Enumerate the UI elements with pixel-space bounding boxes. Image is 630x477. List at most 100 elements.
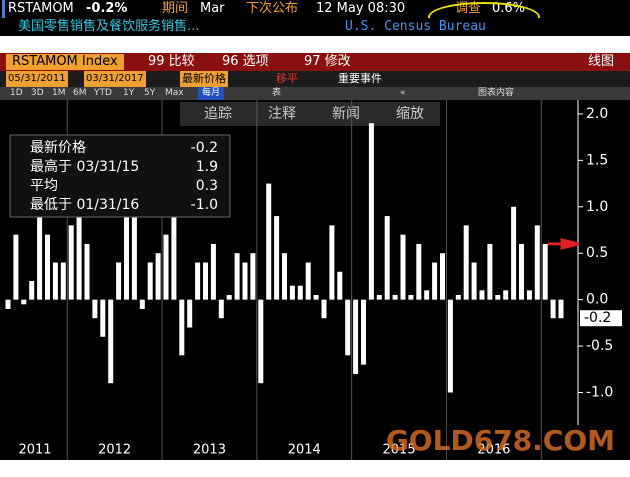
bar bbox=[218, 299, 224, 319]
price-field[interactable]: 最新价格 bbox=[180, 71, 228, 87]
menu-compare[interactable]: 99 比较 bbox=[148, 54, 195, 69]
tool-button[interactable]: 新闻 bbox=[332, 106, 360, 122]
bar bbox=[100, 299, 106, 337]
bar bbox=[495, 295, 501, 300]
bar bbox=[345, 299, 351, 356]
bar bbox=[455, 295, 461, 300]
bar bbox=[5, 299, 11, 309]
next-label: 下次公布 bbox=[246, 1, 299, 16]
period-button[interactable]: 1D bbox=[10, 88, 23, 98]
bar bbox=[416, 243, 422, 300]
bar bbox=[84, 243, 90, 300]
period: Mar bbox=[200, 1, 225, 16]
bar bbox=[210, 243, 216, 300]
bar bbox=[266, 183, 272, 300]
bar bbox=[203, 262, 208, 300]
bar bbox=[353, 299, 359, 374]
bar bbox=[550, 299, 556, 319]
period-button[interactable]: 3D bbox=[31, 88, 44, 98]
bar bbox=[179, 299, 185, 356]
bar bbox=[147, 262, 153, 300]
bar bbox=[368, 123, 374, 300]
period-button[interactable]: 1M bbox=[52, 88, 66, 98]
ticker: RSTAMOM bbox=[8, 1, 74, 16]
bar bbox=[226, 295, 232, 300]
bar bbox=[282, 253, 287, 300]
end-date[interactable]: 03/31/2017 bbox=[84, 71, 146, 87]
bar bbox=[534, 225, 540, 300]
legend-label: 最低于 01/31/16 bbox=[30, 197, 139, 213]
bar bbox=[337, 271, 343, 300]
bar bbox=[384, 216, 390, 300]
table[interactable]: 表 bbox=[272, 88, 282, 98]
x-tick-label: 2016 bbox=[477, 443, 510, 458]
header-row: RSTAMOM -0.2% 期间 Mar 下次公布 12 May 08:30 调… bbox=[0, 0, 630, 32]
next-date: 12 May 08:30 bbox=[316, 1, 406, 16]
bar bbox=[447, 299, 453, 393]
bar bbox=[234, 253, 240, 300]
x-tick-label: 2012 bbox=[98, 443, 131, 458]
security[interactable]: RSTAMOM Index bbox=[6, 54, 124, 70]
tool-button[interactable]: 追踪 bbox=[204, 106, 232, 122]
bar bbox=[503, 290, 509, 300]
events[interactable]: 重要事件 bbox=[338, 72, 382, 85]
bar bbox=[163, 234, 169, 300]
bar bbox=[400, 234, 406, 300]
tool-button[interactable]: 缩放 bbox=[396, 106, 424, 122]
chart-kind[interactable]: 线图 bbox=[588, 54, 615, 69]
menu-edit[interactable]: 97 修改 bbox=[304, 54, 351, 69]
bar bbox=[424, 290, 430, 300]
bar bbox=[289, 285, 295, 300]
start-date[interactable]: 05/31/2011 bbox=[6, 71, 68, 87]
moving-avg[interactable]: 移平 bbox=[276, 72, 298, 85]
y-tick-label: 1.5 bbox=[586, 152, 608, 168]
chart-content[interactable]: 图表内容 bbox=[478, 88, 515, 98]
period-button[interactable]: Max bbox=[165, 88, 184, 98]
bar bbox=[542, 243, 548, 300]
period-button[interactable]: 6M bbox=[73, 88, 87, 98]
bar bbox=[440, 253, 445, 300]
bar bbox=[487, 243, 493, 300]
legend-value: 1.9 bbox=[196, 159, 218, 175]
menu-row: RSTAMOM Index 99 比较 96 选项 97 修改 线图 bbox=[0, 53, 630, 71]
survey-arrow bbox=[548, 238, 579, 250]
bar bbox=[37, 216, 43, 300]
bar bbox=[392, 295, 398, 300]
bar bbox=[187, 299, 193, 328]
legend: 最新价格 -0.2 最高于 03/31/15 1.9 平均 0.3 最低于 01/31/16… bbox=[9, 134, 231, 218]
change: -0.2% bbox=[86, 1, 128, 16]
bar bbox=[131, 197, 137, 300]
legend-value: 0.3 bbox=[196, 178, 218, 194]
date-row: 05/31/2011 03/31/2017 最新价格 移平 重要事件 bbox=[0, 71, 630, 87]
bar bbox=[45, 234, 50, 300]
bar bbox=[116, 262, 122, 300]
bar bbox=[321, 299, 327, 319]
period-button[interactable]: 5Y bbox=[144, 88, 156, 98]
legend-box bbox=[9, 134, 231, 218]
legend-label: 最高于 03/31/15 bbox=[30, 158, 139, 175]
bar bbox=[329, 225, 335, 300]
description: 美国零售销售及餐饮服务销售... bbox=[18, 19, 200, 34]
bar bbox=[313, 295, 319, 300]
bar bbox=[297, 285, 303, 300]
bar bbox=[274, 216, 280, 300]
period-button[interactable]: YTD bbox=[94, 88, 112, 98]
period-button[interactable]: 1Y bbox=[123, 88, 135, 98]
frequency[interactable]: 每月 bbox=[198, 87, 225, 100]
bar bbox=[52, 262, 58, 300]
y-tick-label: 0.5 bbox=[586, 245, 608, 261]
bar bbox=[250, 253, 256, 300]
last-tag-box bbox=[580, 310, 622, 327]
y-tick-label: 2.0 bbox=[586, 106, 608, 122]
bar bbox=[60, 262, 66, 300]
bar bbox=[558, 299, 564, 319]
period-label: 期间 bbox=[162, 1, 189, 16]
legend-label: 平均 bbox=[30, 178, 58, 194]
bar bbox=[526, 290, 532, 300]
watermark: GOLD678.COM bbox=[386, 424, 615, 457]
x-tick-label: 2011 bbox=[18, 443, 51, 458]
bar bbox=[139, 299, 145, 309]
y-tick-label: -1.0 bbox=[586, 385, 613, 401]
tool-button[interactable]: 注释 bbox=[268, 106, 296, 122]
menu-options[interactable]: 96 选项 bbox=[222, 54, 269, 69]
